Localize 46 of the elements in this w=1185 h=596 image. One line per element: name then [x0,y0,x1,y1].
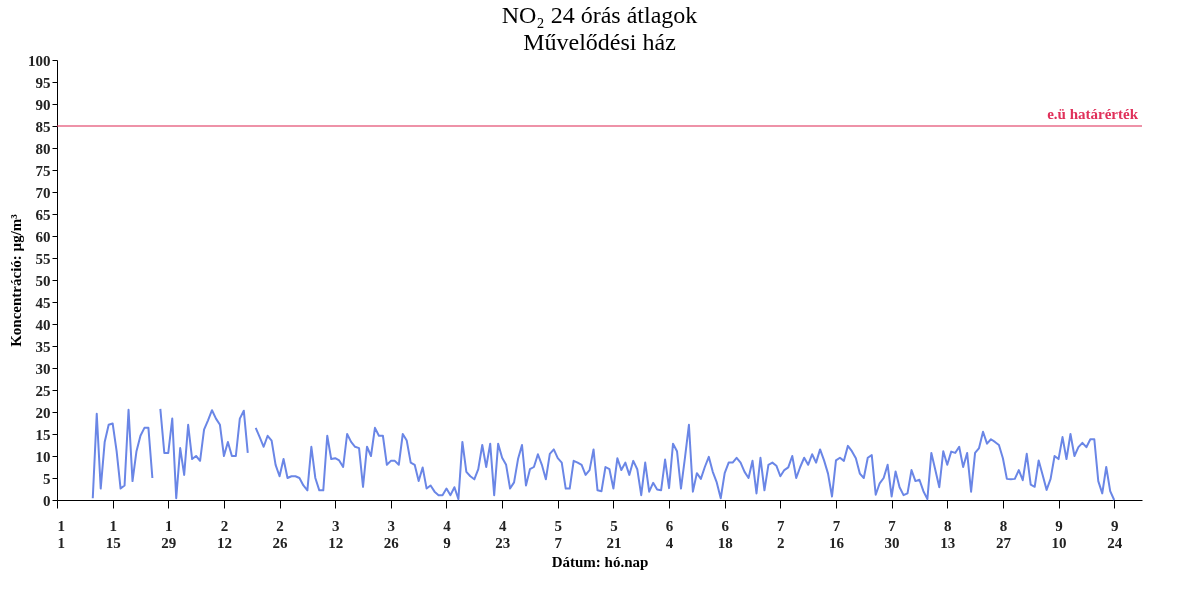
x-tick-label: 7 16 [828,517,845,551]
y-tick-label: 15 [35,426,51,443]
y-tick-label: 85 [35,118,51,135]
x-tick-label: 7 2 [777,517,786,551]
x-tick-label: 7 30 [884,517,900,551]
x-tick-label: 8 13 [940,517,956,551]
x-tick-label: 5 21 [606,517,622,551]
ref-line-label: e.ü határérték [1047,106,1139,122]
x-tick-label: 6 18 [717,517,733,551]
y-tick-label: 30 [35,360,51,377]
y-tick-label: 45 [35,294,51,311]
x-tick-label: 1 1 [57,517,65,551]
x-tick-label: 3 12 [328,517,344,551]
x-tick-label: 8 27 [995,517,1012,551]
x-tick-label: 1 15 [105,517,121,551]
y-tick-label: 70 [35,184,51,201]
chart-title: NO₂ 24 órás átlagok [501,2,698,28]
x-tick-label: 2 12 [216,517,232,551]
y-tick-label: 60 [35,228,51,245]
y-tick-label: 10 [35,448,51,465]
y-tick-label: 35 [35,338,51,355]
x-tick-label: 4 23 [495,517,511,551]
y-tick-label: 25 [35,382,51,399]
y-tick-label: 65 [35,206,51,223]
x-tick-label: 9 24 [1107,517,1123,551]
x-tick-label: 4 9 [443,517,452,551]
y-tick-label: 20 [35,404,51,421]
x-tick-label: 1 29 [161,517,177,551]
y-tick-label: 5 [43,470,51,487]
y-tick-label: 50 [35,272,51,289]
y-tick-label: 0 [43,492,51,509]
y-tick-label: 95 [35,74,51,91]
x-tick-label: 6 4 [665,517,674,551]
y-tick-label: 40 [35,316,51,333]
y-tick-label: 100 [28,52,51,69]
y-tick-label: 55 [35,250,51,267]
chart-subtitle: Művelődési ház [523,29,676,55]
x-tick-label: 9 10 [1051,517,1067,551]
x-axis-title: Dátum: hó.nap [551,553,649,570]
y-axis-title: Koncentráció: µg/m³ [8,213,24,347]
y-tick-label: 80 [35,140,51,157]
x-tick-label: 2 26 [272,517,289,551]
y-tick-label: 75 [35,162,51,179]
x-tick-label: 3 26 [383,517,400,551]
y-tick-label: 90 [35,96,51,113]
x-tick-label: 5 7 [554,517,563,551]
